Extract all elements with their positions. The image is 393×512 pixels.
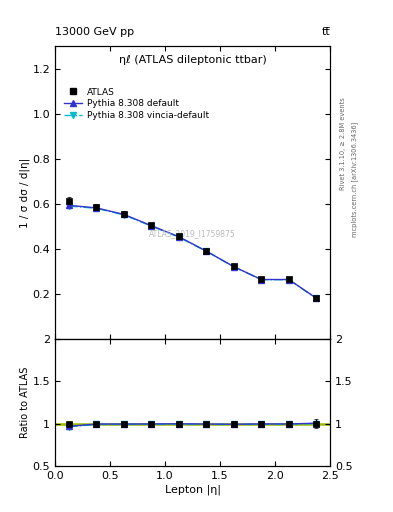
Y-axis label: 1 / σ dσ / d|η|: 1 / σ dσ / d|η| (19, 157, 29, 228)
Legend: ATLAS, Pythia 8.308 default, Pythia 8.308 vincia-default: ATLAS, Pythia 8.308 default, Pythia 8.30… (62, 86, 211, 122)
X-axis label: Lepton |η|: Lepton |η| (165, 485, 220, 496)
Text: mcplots.cern.ch [arXiv:1306.3436]: mcplots.cern.ch [arXiv:1306.3436] (352, 121, 358, 237)
Text: Rivet 3.1.10, ≥ 2.8M events: Rivet 3.1.10, ≥ 2.8M events (340, 97, 346, 190)
Text: tt̅: tt̅ (321, 27, 330, 37)
Text: ATLAS_2019_I1759875: ATLAS_2019_I1759875 (149, 229, 236, 238)
Text: ηℓ (ATLAS dileptonic ttbar): ηℓ (ATLAS dileptonic ttbar) (119, 55, 266, 65)
Y-axis label: Ratio to ATLAS: Ratio to ATLAS (20, 367, 30, 438)
Text: 13000 GeV pp: 13000 GeV pp (55, 27, 134, 37)
